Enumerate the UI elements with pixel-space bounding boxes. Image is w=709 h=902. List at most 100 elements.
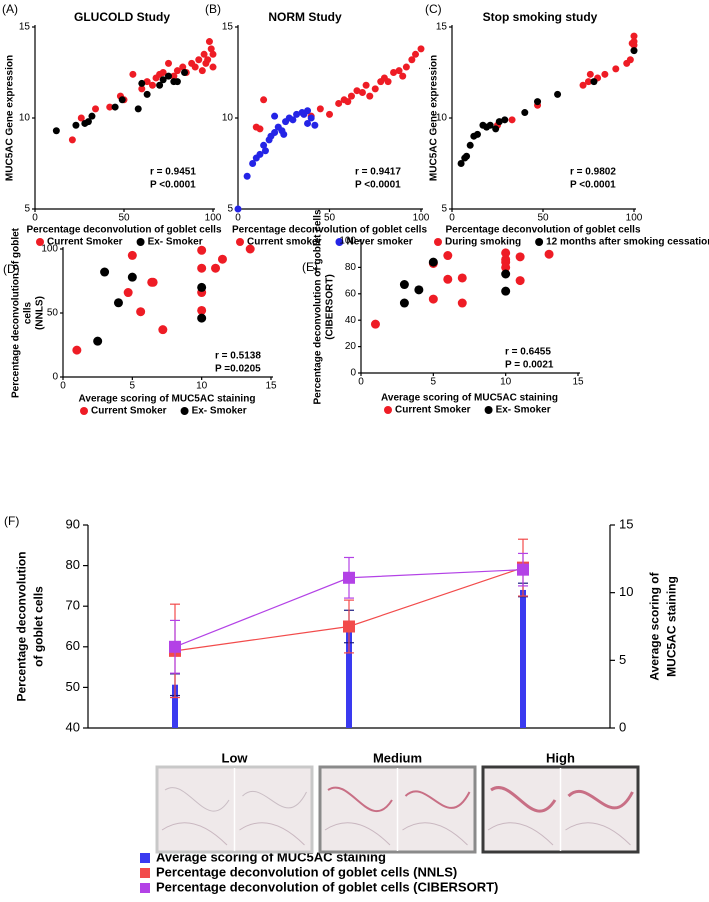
legend-label: 12 months after smoking cessation [546,237,709,248]
data-point [72,345,82,355]
y2-tick-label: 10 [619,584,633,599]
data-point [534,98,542,106]
x-axis-label: Percentage deconvolution of goblet cells [26,225,221,236]
y-tick-label: 100 [339,236,356,247]
data-point [626,56,634,64]
data-point [326,110,333,118]
annotation: P <0.0001 [570,180,616,191]
y-tick-label: 50 [47,308,59,319]
y-axis-label: MUC5AC Gene expression [5,55,16,181]
data-point [316,105,324,113]
data-point [84,118,92,126]
image-label: Medium [373,750,422,765]
y-axis-label: cells [23,301,34,324]
data-point [200,50,208,58]
y-tick-label: 50 [66,679,80,694]
data-point [129,70,137,78]
bar [172,684,178,728]
panel-label: (F) [4,514,19,528]
data-point [261,147,269,155]
x-tick-label: 0 [358,377,364,388]
y-tick-label: 40 [345,315,357,326]
micrograph-tissue [239,822,305,846]
y-tick-label: 15 [436,22,448,33]
panel-label: (A) [2,2,18,16]
panel-label: (D) [3,262,20,276]
legend-marker [335,238,344,246]
legend-marker [384,406,392,414]
x-tick-label: 50 [324,213,336,224]
x-axis-label: Percentage deconvolution of goblet cells [232,225,427,236]
data-point [204,56,212,64]
legend-label: Current smoker [247,237,322,248]
data-point [304,119,312,127]
data-point [402,63,410,71]
data-point [508,116,516,124]
y-tick-label: 5 [227,204,233,215]
legend-label: Current Smoker [395,405,471,416]
data-point [492,125,500,133]
legend-label: Ex- Smoker [192,406,247,417]
data-point [414,285,424,295]
data-point [417,45,425,53]
data-point [197,245,207,255]
y-tick-label: 0 [350,368,356,379]
panel-label: (E) [302,260,318,274]
data-point [158,325,168,335]
data-point [243,172,251,180]
data-point [307,114,315,122]
line-marker [343,620,355,633]
y-axis-label: Percentage deconvolution [15,551,29,701]
data-point [457,160,465,167]
data-point [217,254,227,264]
y-axis-label: of goblet cells [32,586,46,667]
legend-marker [484,406,493,414]
x-tick-label: 10 [196,381,208,392]
x-tick-label: 50 [537,213,549,224]
annotation: P <0.0001 [355,180,401,191]
legend-marker [140,853,150,863]
data-point [428,294,438,304]
x-tick-label: 10 [500,377,512,388]
data-point [630,32,638,40]
micrograph-tissue [490,786,557,813]
data-point [195,56,203,64]
data-point [501,262,511,272]
data-point [335,99,343,107]
x-tick-label: 0 [449,213,455,224]
data-point [143,78,151,86]
x-tick-label: 0 [32,213,38,224]
data-point [428,257,438,267]
data-point [630,47,638,55]
chart-title: GLUCOLD Study [74,10,170,24]
data-point [127,250,137,260]
data-point [601,70,609,78]
y-axis-label: (CIBERSORT) [325,274,336,340]
data-point [399,298,409,308]
micrograph-tissue [487,822,554,846]
bar [346,626,352,728]
data-point [209,63,217,71]
annotation: r = 0.5138 [215,351,261,362]
data-point [443,274,453,284]
legend-label: Ex- Smoker [148,237,203,248]
x-tick-label: 100 [205,213,222,224]
data-point [585,78,592,86]
annotation: r = 0.9451 [150,167,196,178]
y-tick-label: 15 [222,22,234,33]
data-point [256,150,264,158]
annotation: P <0.0001 [150,180,196,191]
data-point [138,79,146,87]
data-point [271,129,279,137]
x-tick-label: 15 [265,381,277,392]
annotation: P = 0.0021 [505,360,554,371]
data-point [544,249,554,259]
data-point [143,90,151,98]
annotation: r = 0.6455 [505,347,551,358]
data-point [106,103,114,111]
micrograph-tissue [324,822,391,846]
data-point [579,81,587,89]
data-point [134,105,142,113]
y-tick-label: 80 [345,262,357,273]
